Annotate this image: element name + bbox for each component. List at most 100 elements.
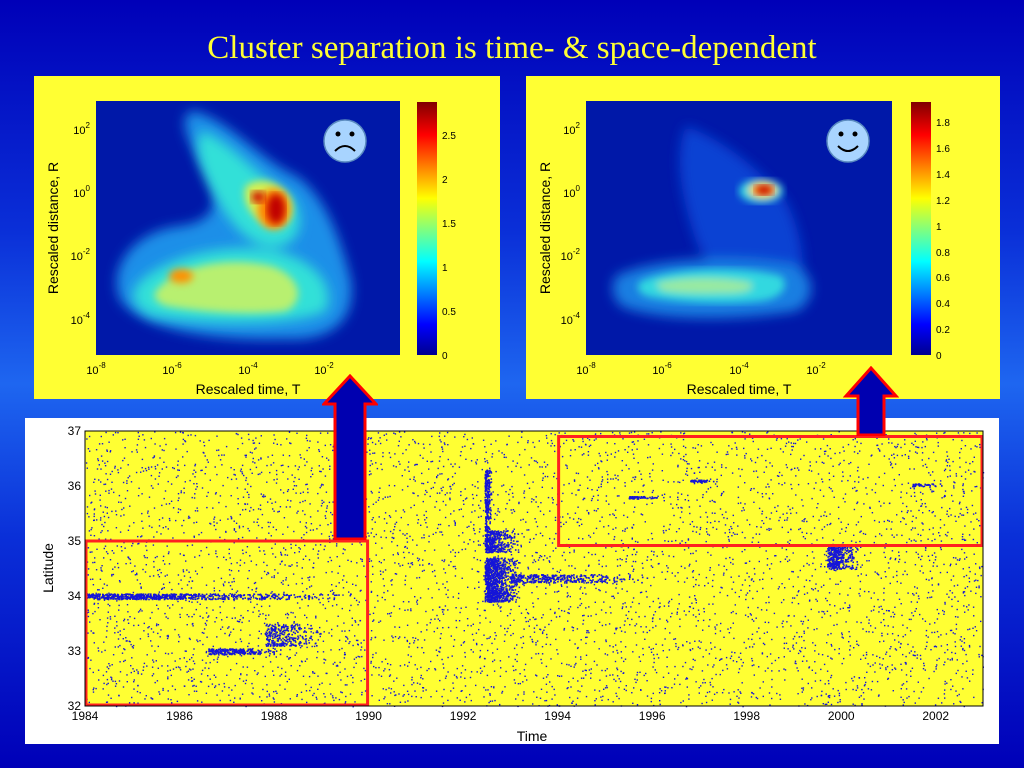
event-point	[522, 583, 524, 585]
event-point	[240, 655, 243, 657]
event-point	[99, 494, 101, 496]
event-point	[699, 526, 702, 529]
event-point	[194, 434, 197, 437]
event-point	[981, 654, 983, 657]
event-point	[446, 581, 448, 583]
event-point	[318, 683, 321, 686]
event-point	[671, 540, 673, 542]
event-point	[678, 528, 680, 530]
event-point	[775, 555, 777, 557]
event-point	[658, 447, 661, 450]
event-point	[605, 639, 607, 641]
event-point	[649, 476, 651, 478]
event-point	[484, 609, 486, 612]
event-point	[393, 529, 395, 531]
event-point	[890, 464, 892, 466]
event-point	[142, 470, 145, 472]
event-point	[152, 575, 155, 577]
event-point	[395, 510, 397, 512]
event-point	[300, 537, 303, 539]
event-point	[284, 688, 286, 690]
event-point	[591, 470, 593, 472]
event-point	[372, 656, 374, 659]
event-point	[962, 649, 964, 651]
event-point	[894, 639, 896, 641]
event-point	[293, 622, 295, 624]
event-point	[183, 532, 185, 534]
event-point	[570, 665, 572, 667]
event-point	[158, 472, 161, 474]
event-point	[788, 441, 790, 443]
event-point	[968, 604, 970, 606]
event-point	[255, 466, 258, 469]
event-point	[744, 455, 746, 457]
event-point	[638, 470, 641, 472]
event-point	[311, 627, 313, 630]
event-point	[737, 525, 739, 527]
event-point	[525, 521, 527, 523]
event-point	[330, 522, 332, 524]
event-point	[812, 515, 814, 518]
event-point	[511, 512, 513, 514]
event-point	[964, 558, 966, 560]
event-point	[208, 615, 210, 617]
event-point	[838, 464, 840, 466]
event-point	[734, 591, 737, 594]
event-point	[312, 529, 314, 531]
event-point	[273, 575, 275, 577]
event-point	[86, 506, 89, 508]
event-point	[754, 461, 757, 464]
event-point	[936, 664, 938, 666]
event-point	[978, 653, 980, 656]
event-point	[557, 600, 560, 603]
event-point	[186, 660, 188, 663]
event-point	[474, 533, 476, 535]
event-point	[560, 584, 563, 586]
event-point	[967, 609, 969, 611]
event-point	[116, 621, 118, 623]
event-point	[585, 607, 587, 609]
event-point	[654, 669, 656, 671]
event-point	[686, 678, 689, 680]
event-point	[770, 528, 772, 530]
event-point	[483, 634, 485, 636]
event-point	[766, 609, 768, 611]
event-point	[896, 570, 898, 573]
event-point	[738, 668, 741, 670]
event-point	[618, 495, 620, 497]
event-point	[329, 556, 331, 559]
event-point	[824, 453, 826, 455]
event-point	[322, 640, 325, 642]
y-tick-label: 10-4	[71, 311, 91, 327]
event-point	[399, 463, 401, 465]
event-point	[955, 563, 957, 565]
event-point	[610, 612, 612, 614]
event-point	[528, 529, 530, 531]
event-point	[638, 602, 640, 605]
event-point	[807, 619, 809, 621]
event-point	[825, 550, 828, 553]
event-point	[142, 666, 145, 668]
event-point	[610, 453, 612, 455]
event-point	[856, 489, 858, 492]
event-point	[292, 612, 294, 614]
event-point	[191, 544, 194, 546]
event-point	[906, 627, 908, 629]
event-point	[624, 528, 626, 530]
scatter-plot-area	[85, 431, 983, 706]
event-point	[848, 607, 850, 609]
event-point	[616, 649, 618, 652]
event-point	[939, 519, 942, 521]
event-point	[577, 506, 579, 508]
event-point	[172, 507, 175, 509]
event-point	[866, 560, 868, 562]
event-point	[873, 592, 875, 594]
event-point	[543, 461, 546, 463]
event-point	[862, 478, 864, 480]
event-point	[811, 588, 813, 590]
event-point	[115, 514, 118, 516]
event-point	[395, 694, 397, 696]
event-point	[722, 574, 725, 576]
event-point	[274, 543, 276, 545]
event-point	[573, 440, 575, 442]
